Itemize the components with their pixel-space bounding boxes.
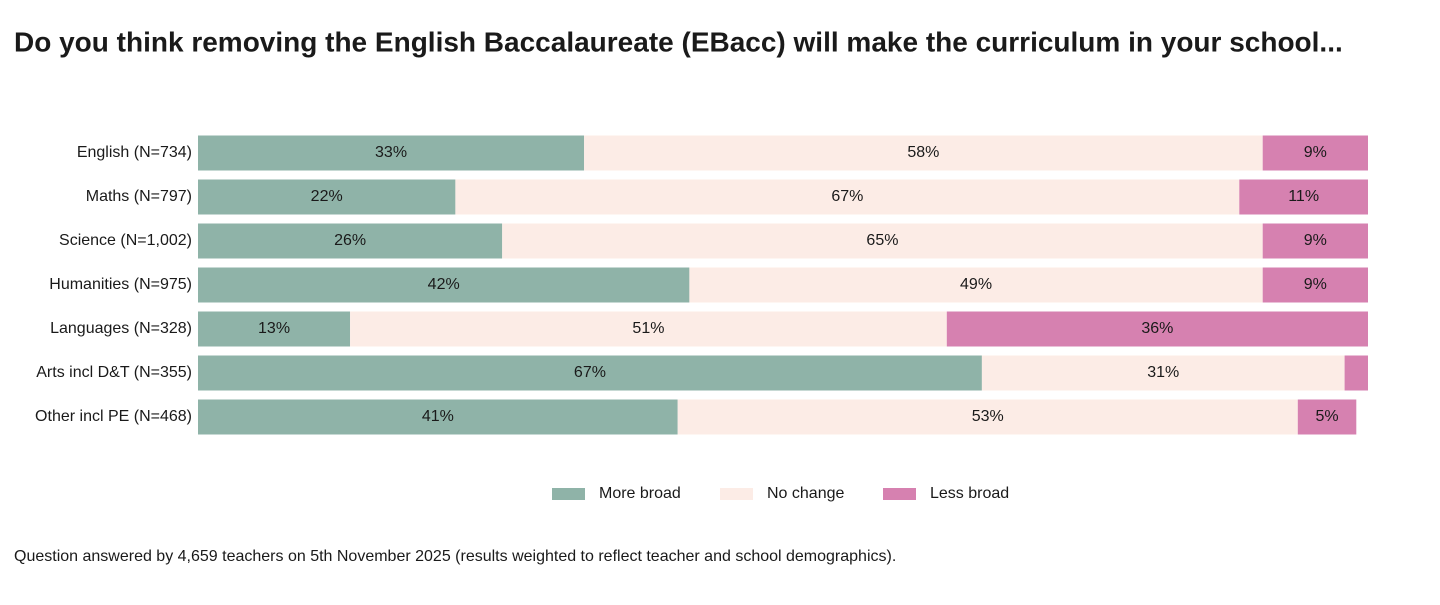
legend-swatch bbox=[883, 488, 916, 500]
bar-segment bbox=[1262, 267, 1368, 303]
y-tick-label: English (N=734) bbox=[77, 144, 192, 161]
bar-segment bbox=[198, 179, 456, 215]
bar-segment bbox=[1239, 179, 1368, 215]
legend-swatch bbox=[720, 488, 753, 500]
y-tick-label: Science (N=1,002) bbox=[59, 232, 192, 249]
legend-label: No change bbox=[767, 485, 844, 502]
bar-segment bbox=[946, 311, 1368, 347]
bar-segment bbox=[198, 355, 982, 391]
data-label: 67% bbox=[574, 364, 606, 381]
legend-swatch bbox=[552, 488, 585, 500]
data-label: 9% bbox=[1304, 232, 1327, 249]
data-label: 9% bbox=[1304, 276, 1327, 293]
data-label: 13% bbox=[258, 320, 290, 337]
data-label: 49% bbox=[960, 276, 992, 293]
bar-segment bbox=[1262, 135, 1368, 171]
data-label: 9% bbox=[1304, 144, 1327, 161]
data-label: 41% bbox=[422, 408, 454, 425]
bar-segment bbox=[455, 179, 1240, 215]
data-label: 31% bbox=[1147, 364, 1179, 381]
data-label: 53% bbox=[972, 408, 1004, 425]
data-label: 26% bbox=[334, 232, 366, 249]
bar-segment bbox=[198, 399, 678, 435]
y-tick-label: Other incl PE (N=468) bbox=[35, 408, 192, 425]
bar-segment bbox=[1344, 355, 1368, 391]
bar-segment bbox=[677, 399, 1298, 435]
bar-segment bbox=[981, 355, 1345, 391]
data-label: 51% bbox=[632, 320, 664, 337]
data-label: 22% bbox=[311, 188, 343, 205]
data-label: 42% bbox=[428, 276, 460, 293]
y-tick-label: Languages (N=328) bbox=[50, 320, 192, 337]
bar-segment bbox=[1297, 399, 1357, 435]
data-label: 5% bbox=[1315, 408, 1338, 425]
bar-segment bbox=[689, 267, 1263, 303]
bar-segment bbox=[198, 223, 503, 259]
bar-segment bbox=[350, 311, 947, 347]
bar-segment bbox=[1262, 223, 1368, 259]
chart-note: Question answered by 4,659 teachers on 5… bbox=[14, 548, 896, 565]
y-tick-label: Arts incl D&T (N=355) bbox=[36, 364, 192, 381]
data-label: 11% bbox=[1288, 188, 1319, 205]
y-tick-label: Maths (N=797) bbox=[86, 188, 192, 205]
y-tick-label: Humanities (N=975) bbox=[49, 276, 192, 293]
chart-title: Do you think removing the English Baccal… bbox=[14, 26, 1343, 57]
data-label: 65% bbox=[866, 232, 898, 249]
data-label: 58% bbox=[907, 144, 939, 161]
bar-segment bbox=[198, 267, 690, 303]
data-label: 33% bbox=[375, 144, 407, 161]
data-label: 67% bbox=[831, 188, 863, 205]
data-label: 36% bbox=[1141, 320, 1173, 337]
bar-segment bbox=[198, 311, 351, 347]
legend-label: Less broad bbox=[930, 485, 1009, 502]
legend-label: More broad bbox=[599, 485, 681, 502]
bar-segment bbox=[584, 135, 1263, 171]
bar-segment bbox=[502, 223, 1263, 259]
bar-segment bbox=[198, 135, 585, 171]
